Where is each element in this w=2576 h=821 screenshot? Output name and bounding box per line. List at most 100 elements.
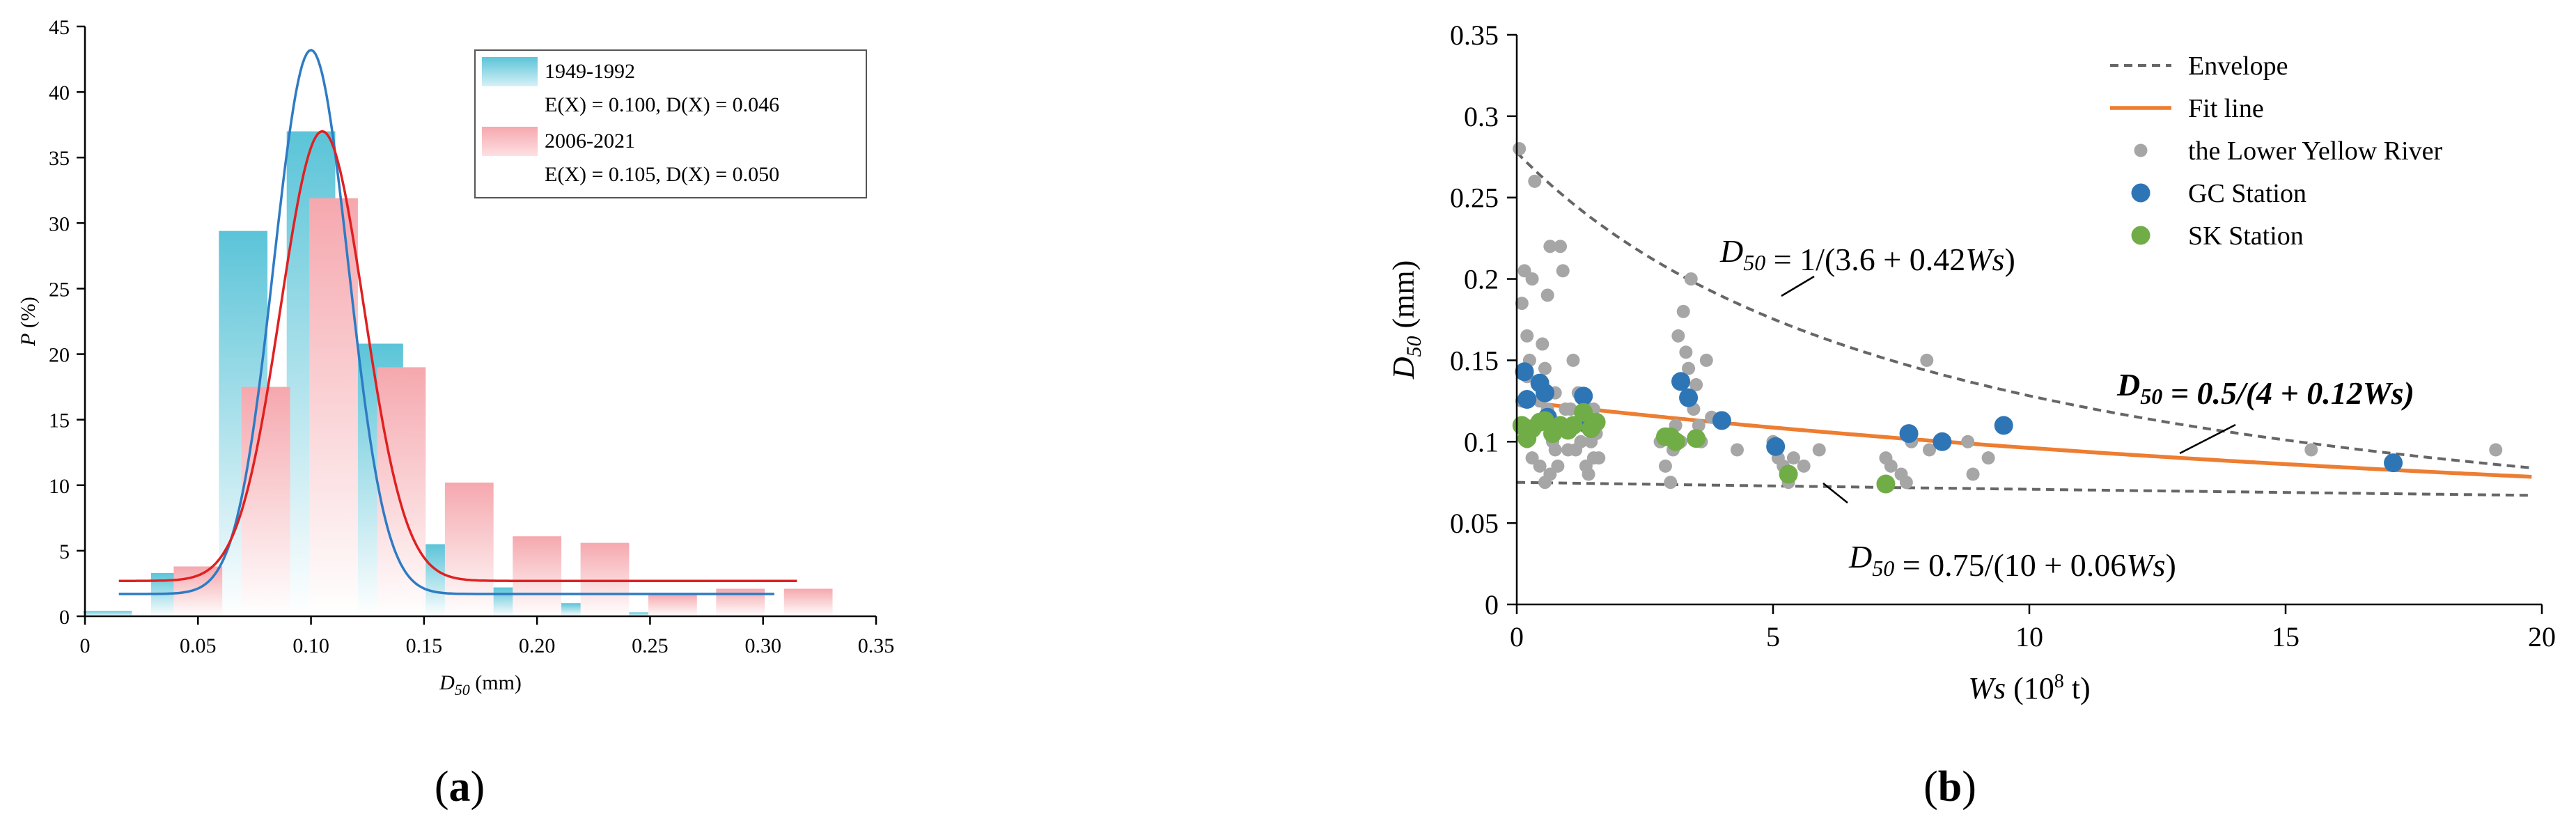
y-tick-label: 0.35	[1450, 19, 1499, 51]
y-tick-label: 0.25	[1450, 182, 1499, 214]
point-lower-yellow-river	[1556, 264, 1570, 278]
point-gc-station	[1766, 437, 1786, 456]
point-lower-yellow-river	[1812, 443, 1826, 457]
legend-swatch-blue	[482, 57, 538, 86]
point-lower-yellow-river	[1515, 297, 1529, 311]
point-lower-yellow-river	[1566, 353, 1580, 367]
point-lower-yellow-river	[1664, 476, 1678, 490]
y-tick-label: 20	[49, 344, 70, 367]
y-tick-label: 25	[49, 278, 70, 301]
point-lower-yellow-river	[1689, 377, 1703, 391]
point-lower-yellow-river	[1671, 329, 1685, 343]
point-lower-yellow-river	[1797, 459, 1811, 473]
point-lower-yellow-river	[1533, 459, 1547, 473]
point-lower-yellow-river	[1520, 329, 1534, 343]
bar-red-4	[444, 483, 494, 616]
point-lower-yellow-river	[1569, 443, 1583, 457]
point-lower-yellow-river	[1525, 272, 1539, 286]
point-gc-station	[1994, 416, 2013, 435]
x-tick-label: 0.30	[744, 634, 781, 657]
y-tick-label: 45	[49, 16, 70, 39]
y-tick-label: 15	[49, 409, 70, 432]
point-gc-station	[1535, 383, 1554, 402]
point-lower-yellow-river	[1684, 272, 1698, 286]
bar-red-7	[648, 594, 697, 616]
bar-red-3	[377, 367, 426, 616]
point-lower-yellow-river	[1554, 240, 1568, 253]
fit-curve-red	[118, 130, 797, 582]
bar-red-6	[580, 542, 630, 616]
x-tick-label: 0.20	[519, 634, 556, 657]
point-gc-station	[1712, 411, 1731, 430]
legend-label: GC Station	[2188, 179, 2306, 208]
legend-point-swatch	[2134, 143, 2148, 157]
legend-series-stats: E(X) = 0.100, D(X) = 0.046	[545, 93, 779, 116]
y-tick-label: 10	[49, 475, 70, 498]
bar-red-5	[513, 536, 562, 616]
point-lower-yellow-river	[2304, 443, 2318, 457]
bar-red-1	[241, 386, 290, 616]
bar-blue-0	[83, 611, 132, 616]
fit-line	[1516, 399, 2532, 479]
y-tick-label: 35	[49, 147, 70, 170]
point-lower-yellow-river	[1559, 402, 1572, 416]
x-tick-label: 0.10	[292, 634, 329, 657]
point-sk-station	[1563, 416, 1583, 435]
panel-label-a: (a)	[435, 763, 485, 811]
panel-label-b: (b)	[1923, 763, 1976, 811]
legend-label: SK Station	[2188, 221, 2304, 251]
legend-label: the Lower Yellow River	[2188, 136, 2443, 166]
point-lower-yellow-river	[1966, 467, 1980, 481]
legend-series-stats: E(X) = 0.105, D(X) = 0.050	[545, 163, 779, 186]
y-tick-label: 5	[59, 540, 70, 563]
x-tick-label: 15	[2272, 621, 2300, 652]
point-lower-yellow-river	[1592, 451, 1606, 465]
point-lower-yellow-river	[1540, 288, 1554, 302]
legend-series-name: 1949-1992	[545, 60, 635, 83]
point-lower-yellow-river	[1899, 476, 1913, 490]
annotation-leader-fit	[2179, 423, 2236, 455]
point-lower-yellow-river	[2489, 443, 2503, 457]
bar-red-9	[783, 588, 833, 616]
equation-annotation: D50 = 1/(3.6 + 0.42Ws)	[1719, 233, 2015, 277]
legend-box	[474, 49, 867, 198]
legend-series-name: 2006-2021	[545, 130, 635, 153]
point-sk-station	[1876, 474, 1896, 494]
point-lower-yellow-river	[1538, 361, 1552, 375]
y-axis-label: P (%)	[17, 297, 40, 347]
envelope-line-lower	[1516, 480, 2532, 497]
point-lower-yellow-river	[1658, 459, 1672, 473]
x-tick-label: 20	[2528, 621, 2556, 652]
point-lower-yellow-river	[1981, 451, 1995, 465]
point-lower-yellow-river	[1543, 240, 1557, 253]
y-tick-label: 0.3	[1464, 101, 1499, 132]
x-tick-label: 10	[2015, 621, 2043, 652]
x-tick-label: 0.05	[180, 634, 217, 657]
point-lower-yellow-river	[1884, 459, 1898, 473]
y-tick-label: 0.15	[1450, 345, 1499, 376]
point-gc-station	[1679, 388, 1699, 407]
point-lower-yellow-river	[1543, 467, 1557, 481]
point-lower-yellow-river	[1699, 353, 1713, 367]
y-tick-label: 0	[59, 606, 70, 629]
point-lower-yellow-river	[1692, 419, 1705, 432]
point-lower-yellow-river	[1920, 353, 1934, 367]
point-gc-station	[1517, 390, 1537, 409]
point-lower-yellow-river	[1786, 451, 1800, 465]
legend-point-swatch	[2131, 183, 2150, 203]
annotation-leader-lower	[1822, 483, 1848, 503]
equation-annotation: D50 = 0.5/(4 + 0.12Ws)	[2116, 367, 2414, 411]
y-axis-label: D50 (mm)	[1387, 260, 1426, 380]
bar-red-2	[309, 198, 358, 616]
y-tick-label: 0.2	[1464, 264, 1499, 295]
equation-annotation: D50 = 0.75/(10 + 0.06Ws)	[1848, 539, 2176, 583]
y-tick-label: 0	[1485, 589, 1499, 620]
point-sk-station	[1586, 412, 1606, 432]
point-sk-station	[1687, 429, 1706, 448]
annotation-leader-upper	[1781, 275, 1815, 297]
x-tick-label: 0.25	[632, 634, 669, 657]
point-lower-yellow-river	[1961, 435, 1975, 448]
point-gc-station	[1574, 386, 1593, 406]
legend-label: Envelope	[2188, 52, 2288, 81]
